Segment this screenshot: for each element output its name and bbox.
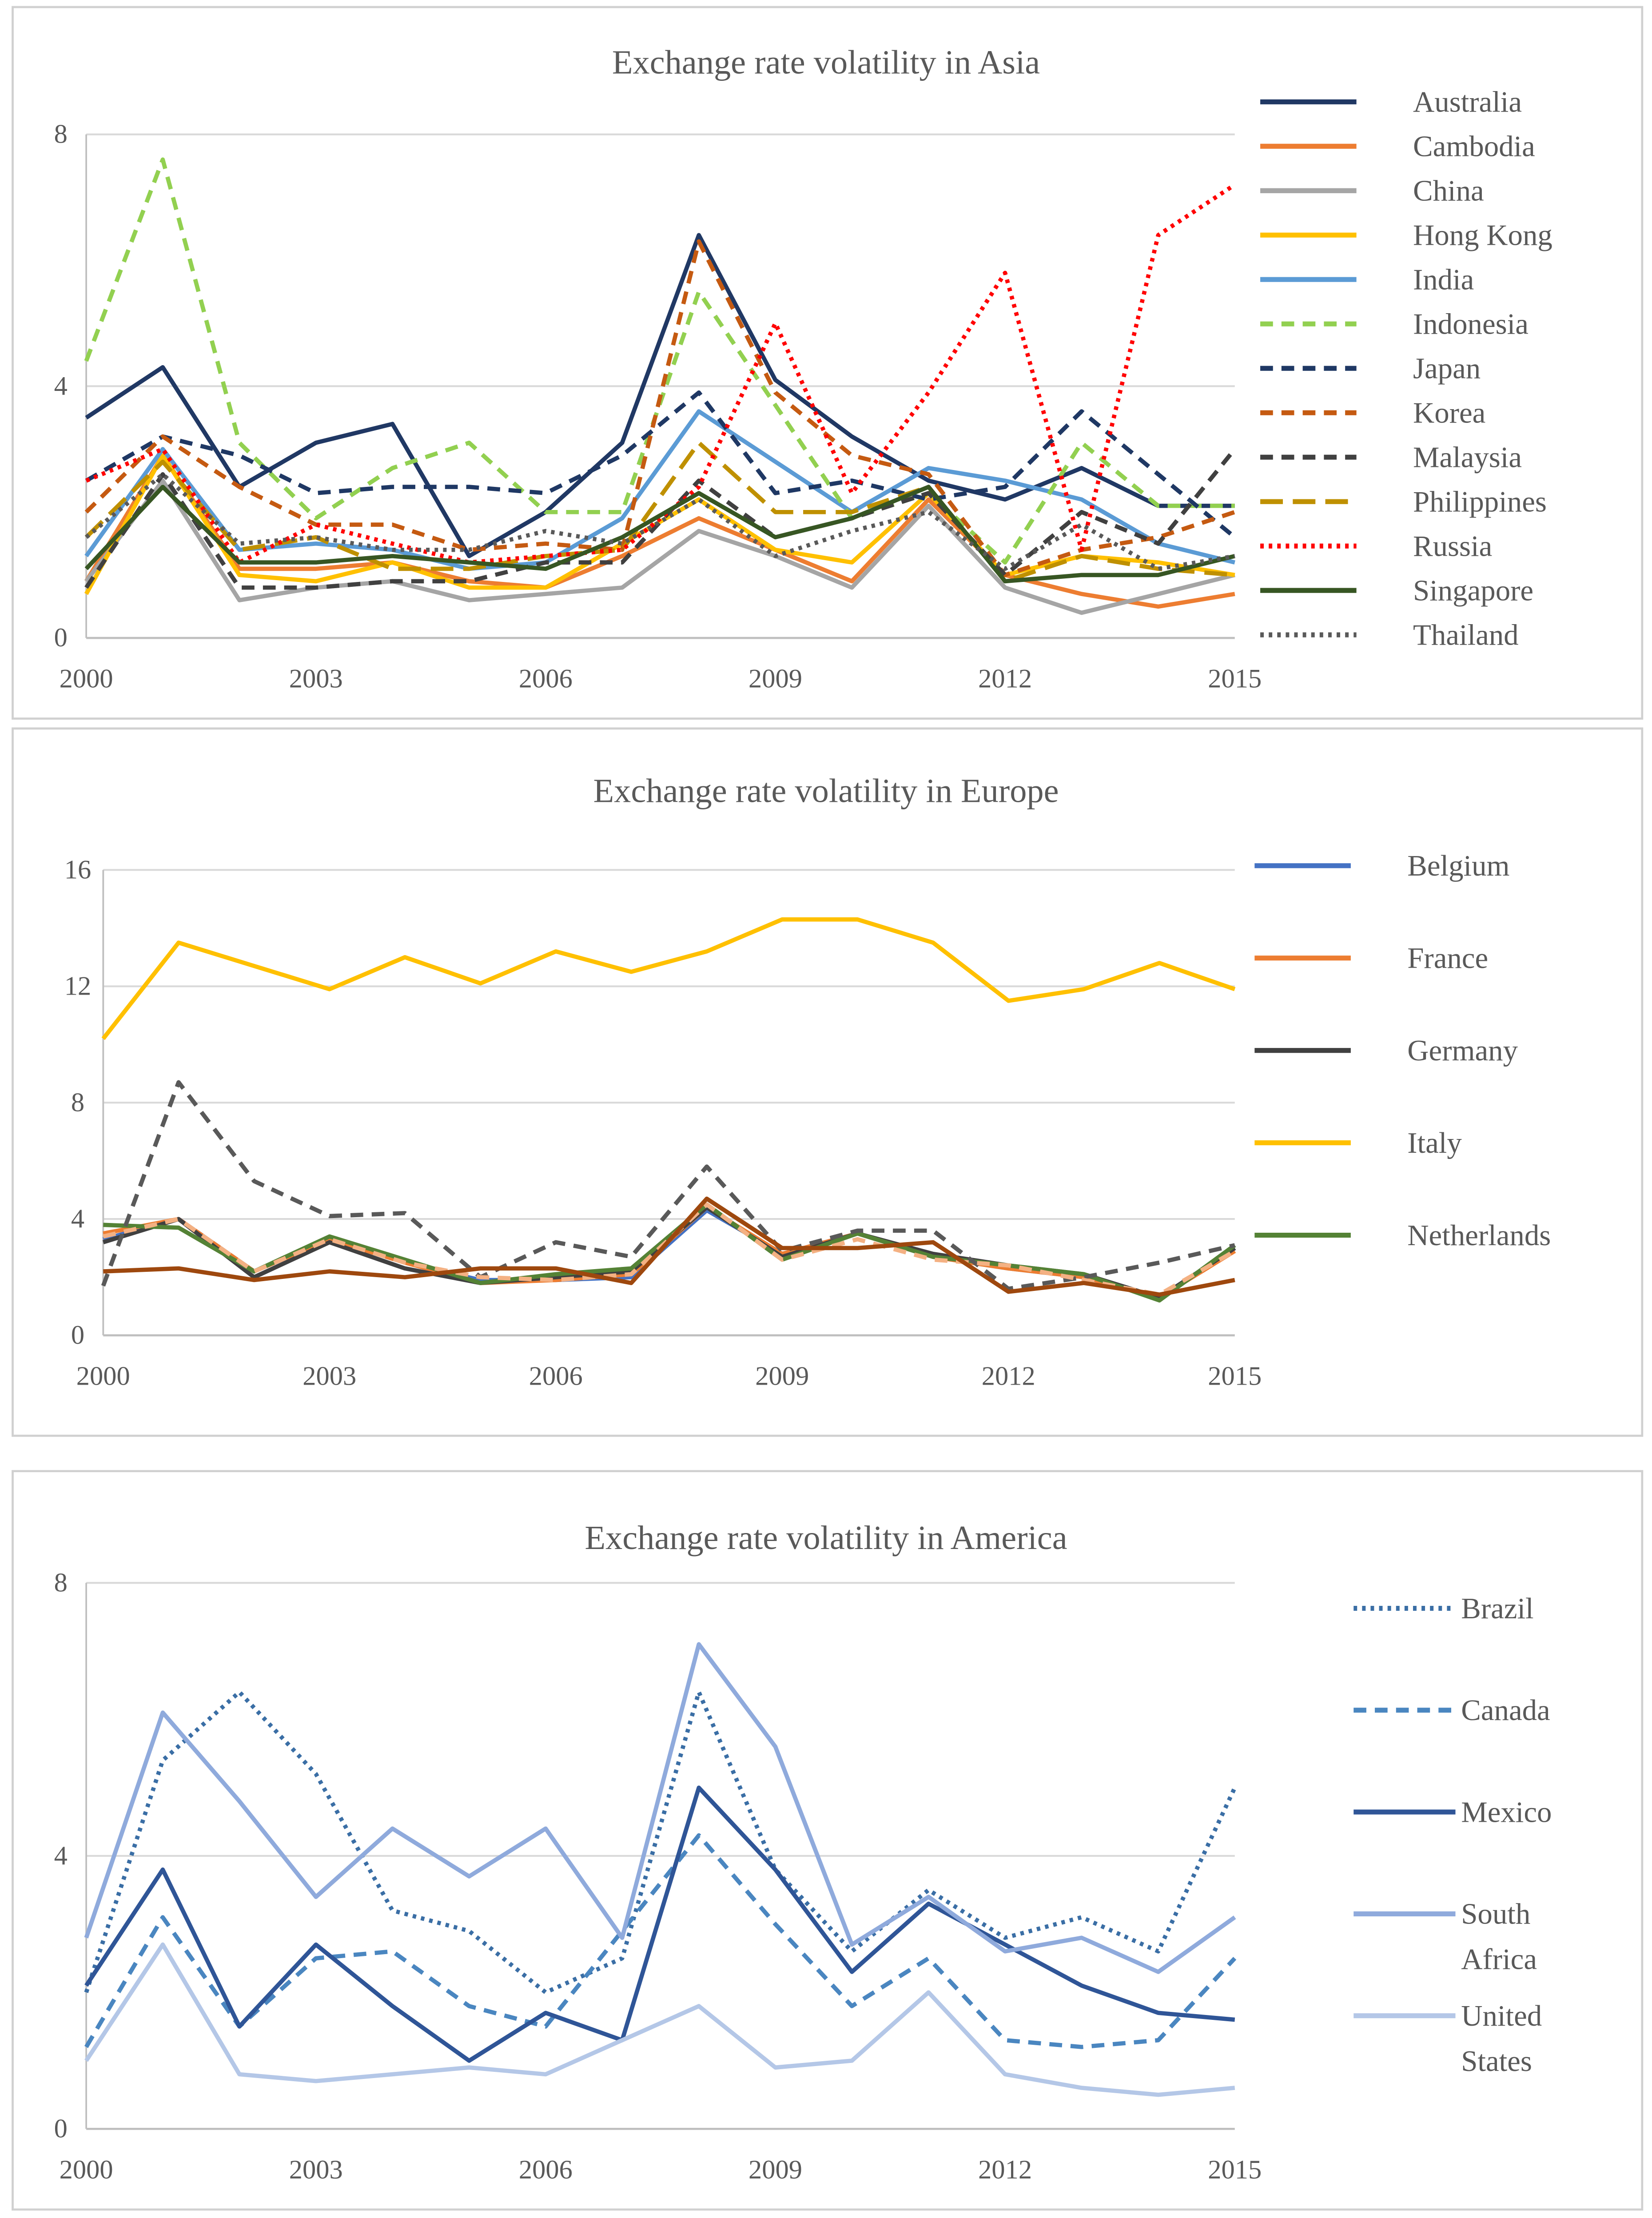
legend-label-line: States [1461,2045,1532,2078]
series-line-china [84,478,1235,615]
x-tick-label: 2009 [755,1361,809,1391]
legend-label: Cambodia [1413,130,1535,163]
y-tick-label: 4 [54,1841,68,1871]
y-tick-label: 8 [71,1087,84,1117]
legend-label: Netherlands [1407,1219,1551,1252]
series-line-netherlands [103,1202,1236,1303]
y-tick-label: 16 [64,855,92,884]
x-tick-label: 2003 [289,2155,343,2185]
legend-label-line: Africa [1461,1943,1537,1976]
y-tick-label: 4 [54,371,68,401]
series-line-hong-kong [84,453,1235,595]
x-tick-label: 2015 [1208,1361,1262,1391]
series-line-korea [84,239,1236,577]
series-line-south-africa [84,1642,1236,1974]
legend-label: Russia [1413,530,1492,562]
series-line-unlabeled-6 [103,1202,1236,1297]
series-line-india [84,409,1235,571]
x-tick-label: 2000 [60,664,113,694]
series-line-united-states [84,1942,1235,2097]
chart-title-america: Exchange rate volatility in America [585,1519,1067,1557]
x-tick-label: 2009 [748,664,802,694]
series-line-philippines [84,440,1235,584]
series-line-singapore [84,485,1235,584]
y-tick-label: 4 [71,1204,84,1234]
series-line-russia [85,183,1236,565]
series-line-australia [85,233,1235,558]
panel-europe-frame [12,727,1644,1437]
x-tick-label: 2006 [519,664,573,694]
legend-label: Singapore [1413,574,1533,607]
series-line-unlabeled-5 [101,1080,1235,1291]
legend-label: Canada [1461,1694,1550,1727]
legend-label: China [1413,175,1484,207]
legend-label: Belgium [1407,849,1509,882]
y-tick-label: 8 [54,119,68,149]
chart-title-asia: Exchange rate volatility in Asia [612,44,1040,81]
y-tick-label: 0 [54,623,68,653]
series-line-italy [101,917,1236,1040]
legend-label: South Africa [1461,1898,1537,1976]
y-tick-label: 0 [54,2114,68,2143]
x-tick-label: 2003 [289,664,343,694]
legend-label-line: South [1461,1898,1530,1931]
chart-europe: Exchange rate volatility in Europe 0 4 8 12 1… [64,772,1551,1391]
y-tick-label: 8 [54,1568,68,1597]
legend-label: Germany [1407,1034,1518,1067]
series-line-cambodia [84,453,1235,609]
chart-title-europe: Exchange rate volatility in Europe [593,772,1059,810]
legend-label: Italy [1407,1127,1462,1159]
legend-label: Malaysia [1413,441,1522,474]
x-tick-label: 2009 [748,2155,802,2185]
x-tick-label: 2015 [1208,2155,1262,2185]
x-tick-label: 2000 [60,2155,113,2185]
legend-label: Korea [1413,396,1485,429]
x-tick-label: 2012 [982,1361,1035,1391]
legend-label: Indonesia [1413,307,1529,340]
x-tick-label: 2012 [978,664,1032,694]
legend-label: Hong Kong [1413,219,1552,252]
legend-label: Japan [1413,352,1481,385]
series-line-unlabeled-7 [103,1196,1235,1297]
series-line-mexico [84,1785,1235,2063]
x-tick-label: 2003 [303,1361,356,1391]
x-tick-label: 2006 [529,1361,583,1391]
x-tick-label: 2012 [978,2155,1032,2185]
legend-label: India [1413,263,1474,296]
panel-asia-frame [12,6,1644,720]
x-tick-label: 2000 [76,1361,130,1391]
legend-label: Brazil [1461,1592,1533,1625]
legend-label: Australia [1413,86,1522,119]
legend-label: France [1407,942,1488,975]
legend-label: United States [1461,1999,1542,2078]
y-tick-label: 12 [64,971,92,1001]
legend-label: Philippines [1413,485,1547,518]
legend-label: Thailand [1413,618,1519,651]
legend-label: Mexico [1461,1796,1552,1828]
panel-america-frame [12,1470,1644,2211]
x-tick-label: 2015 [1208,664,1262,694]
legend-label-line: United [1461,1999,1542,2032]
y-tick-label: 0 [71,1320,84,1350]
series-line-japan [85,390,1236,539]
x-tick-label: 2006 [519,2155,573,2185]
series-line-thailand [85,472,1235,571]
chart-asia: Exchange rate volatility in Asia 0 4 8 2000 2… [54,44,1552,694]
